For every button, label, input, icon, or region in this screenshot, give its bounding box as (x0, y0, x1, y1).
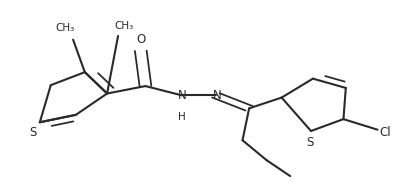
Text: CH₃: CH₃ (114, 21, 134, 31)
Text: O: O (136, 33, 145, 46)
Text: H: H (178, 112, 186, 122)
Text: CH₃: CH₃ (56, 23, 75, 33)
Text: S: S (29, 126, 37, 139)
Text: S: S (306, 136, 314, 149)
Text: Cl: Cl (379, 126, 391, 139)
Text: N: N (213, 89, 221, 102)
Text: N: N (178, 89, 186, 102)
